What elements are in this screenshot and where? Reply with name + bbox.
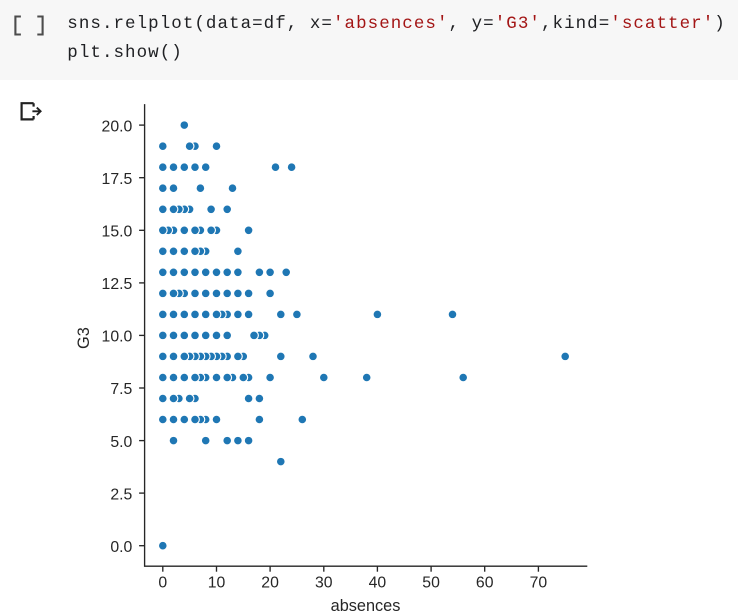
svg-text:7.5: 7.5 — [110, 381, 132, 398]
svg-text:G3: G3 — [75, 327, 93, 349]
svg-text:20.0: 20.0 — [102, 118, 133, 135]
svg-text:2.5: 2.5 — [110, 486, 132, 503]
svg-text:70: 70 — [530, 575, 548, 592]
svg-text:20: 20 — [261, 575, 279, 592]
svg-text:60: 60 — [476, 575, 494, 592]
svg-text:15.0: 15.0 — [102, 224, 133, 241]
svg-text:0: 0 — [158, 575, 167, 592]
svg-text:50: 50 — [422, 575, 440, 592]
svg-text:5.0: 5.0 — [110, 434, 132, 451]
svg-text:10.0: 10.0 — [102, 329, 133, 346]
svg-text:12.5: 12.5 — [102, 276, 133, 293]
svg-text:10: 10 — [208, 575, 226, 592]
svg-text:0.0: 0.0 — [110, 539, 132, 556]
svg-text:40: 40 — [369, 575, 387, 592]
svg-text:absences: absences — [331, 597, 401, 613]
svg-text:17.5: 17.5 — [102, 171, 133, 188]
svg-text:30: 30 — [315, 575, 333, 592]
